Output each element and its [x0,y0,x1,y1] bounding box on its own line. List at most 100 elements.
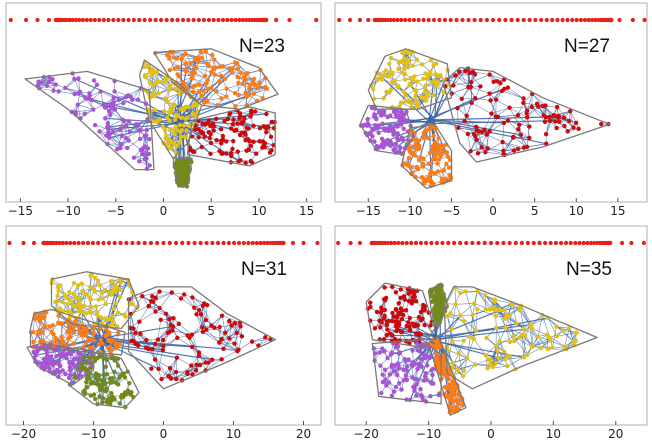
x-tick-label: 0 [489,204,497,218]
cluster-point-purple [377,123,382,128]
cluster-point-red [217,148,222,154]
eigenvalue-point [236,240,242,246]
cluster-point-orange [414,164,420,170]
cluster-point-orange [183,51,188,56]
cluster-point-orange [164,52,170,58]
cluster-point-orange [179,56,184,62]
cluster-point-orange [192,64,198,70]
cluster-point-purple [386,128,391,134]
cluster-point-red [239,121,244,126]
cluster-point-orange [190,89,196,95]
cluster-point-orange [247,82,253,87]
cluster-point-orange [428,169,434,174]
cluster-point-yellow [154,69,159,74]
cluster-point-orange [257,80,263,86]
cluster-point-purple [396,137,402,142]
cluster-point-red [491,79,496,85]
cluster-point-yellow [177,91,182,96]
cluster-point-orange [425,176,430,182]
eigenvalue-point [101,240,106,246]
cluster-point-red [264,111,269,117]
cluster-point-purple [365,116,370,122]
cluster-point-yellow [150,83,156,88]
cluster-hull-green [172,157,193,188]
eigenvalue-point [246,240,251,246]
cluster-point-yellow [177,122,183,128]
eigenvalue-point [206,17,211,23]
eigenvalue-point [72,240,77,246]
eigenvalue-point [437,17,442,23]
eigenvalue-point [118,240,123,246]
cluster-point-purple [103,116,108,121]
cluster-point-purple [391,132,396,137]
cluster-point-red [470,69,476,75]
eigenvalue-point [84,17,89,23]
cluster-point-red [488,98,493,103]
graph-edge [100,91,114,99]
eigenvalue-point [225,17,230,23]
eigenvalue-point [527,17,532,23]
cluster-point-orange [190,76,195,81]
cluster-point-yellow [388,55,394,61]
graph-edge [237,76,251,85]
eigenvalue-point [617,17,622,23]
cluster-point-red [218,126,224,132]
cluster-point-red [464,113,469,118]
eigenvalue-point [254,240,259,246]
cluster-point-purple [385,114,390,120]
eigenvalue-point [161,240,166,246]
cluster-point-yellow [429,79,435,85]
cluster-point-red [554,125,559,131]
cluster-point-yellow [414,89,419,95]
graph-edge [108,110,123,120]
cluster-point-purple [112,107,118,112]
cluster-point-yellow [422,85,428,91]
eigenvalue-point [201,17,207,23]
cluster-point-yellow [379,77,385,82]
graph-edge [150,110,178,120]
cluster-point-red [527,135,532,141]
eigenvalue-row [7,240,320,246]
eigenvalue-point [31,240,37,246]
cluster-point-purple [400,137,406,143]
cluster-point-red [208,140,214,146]
cluster-point-yellow [423,98,429,103]
eigenvalue-point [155,240,160,246]
cluster-point-orange [414,146,419,152]
cluster-point-orange [224,86,229,91]
cluster-point-yellow [152,107,158,112]
cluster-point-red [208,151,213,156]
cluster-point-red [245,137,250,142]
eigenvalue-point [385,17,390,23]
cluster-point-red [196,127,201,132]
cluster-point-yellow [402,50,407,55]
cluster-point-purple [398,145,403,150]
cluster-point-orange [235,74,240,80]
cluster-point-purple [91,107,96,112]
eigenvalue-point [148,17,153,23]
cluster-point-red [543,131,549,137]
eigenvalue-point [159,17,164,23]
graph-edge [195,67,212,73]
cluster-point-yellow [420,62,425,67]
cluster-point-yellow [151,69,156,75]
cluster-point-red [455,106,460,111]
cluster-point-red [220,137,226,142]
cluster-point-yellow [419,94,424,100]
cluster-point-red [505,118,511,123]
cluster-point-orange [210,52,215,58]
eigenvalue-point [170,17,175,23]
cluster-point-yellow [370,87,376,92]
cluster-point-orange [236,93,241,98]
eigenvalue-point [388,17,393,23]
cluster-point-red [472,95,478,101]
panel-n23: N=23−15 −10 −5 0 5 10 15 [5,2,322,218]
cluster-point-purple [394,114,400,120]
eigenvalue-point [454,17,459,23]
eigenvalue-point [21,240,26,246]
cluster-point-red [249,110,254,116]
cluster-point-red [237,132,243,138]
cluster-point-red [469,100,474,105]
cluster-point-yellow [191,103,196,108]
eigenvalue-point [186,17,191,23]
